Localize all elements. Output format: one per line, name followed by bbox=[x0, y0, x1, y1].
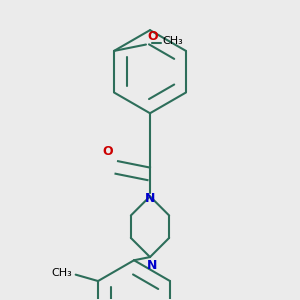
Text: N: N bbox=[146, 259, 157, 272]
Text: N: N bbox=[145, 191, 155, 205]
Text: CH₃: CH₃ bbox=[52, 268, 73, 278]
Text: O: O bbox=[148, 30, 158, 43]
Text: O: O bbox=[103, 145, 113, 158]
Text: CH₃: CH₃ bbox=[162, 36, 183, 46]
